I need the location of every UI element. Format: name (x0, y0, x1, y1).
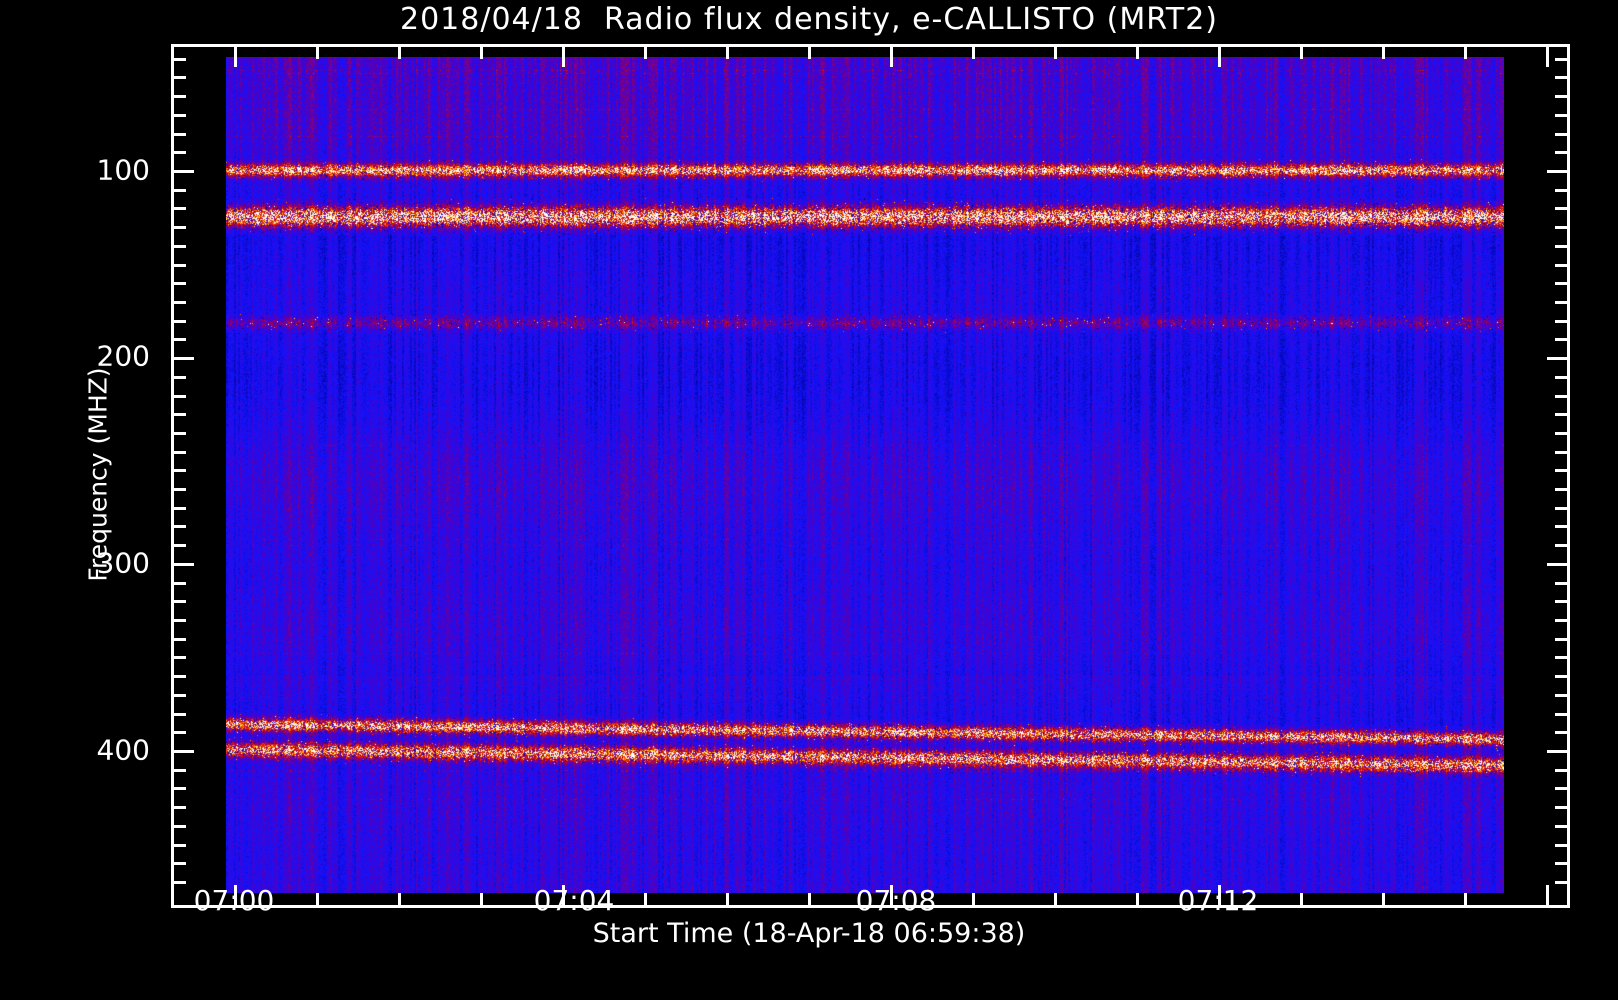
x-tick-label-0712: 07:12 (1177, 884, 1259, 917)
x-tick-label-0704: 07:04 (533, 884, 615, 917)
y-tick-label-100: 100 (96, 153, 150, 187)
page-title: 2018/04/18 Radio flux density, e-CALLIST… (400, 2, 1218, 37)
x-tick-label-0708: 07:08 (855, 884, 937, 917)
x-tick-label-0700: 07:00 (193, 884, 275, 917)
y-tick-label-200: 200 (96, 339, 150, 373)
plot-frame (171, 44, 1570, 908)
spectrogram-raster (226, 57, 1504, 893)
y-tick-label-400: 400 (96, 733, 150, 767)
x-axis-label: Start Time (18-Apr-18 06:59:38) (592, 918, 1026, 949)
y-tick-label-300: 300 (96, 546, 150, 580)
